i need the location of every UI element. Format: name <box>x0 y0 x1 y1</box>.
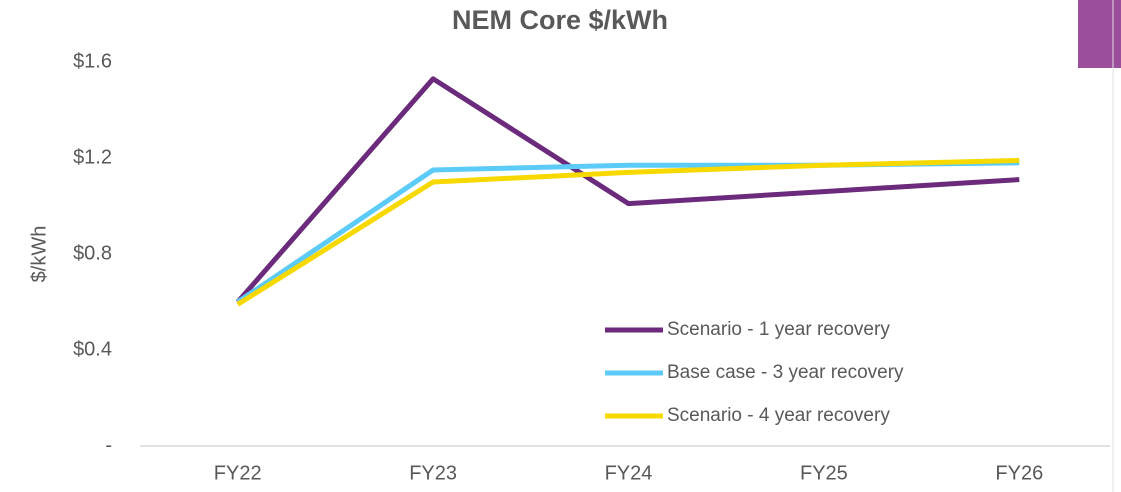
legend-label: Scenario - 1 year recovery <box>667 319 890 340</box>
x-tick-label: FY25 <box>800 462 848 484</box>
legend-label: Base case - 3 year recovery <box>667 362 904 383</box>
y-axis-label: $/kWh <box>28 226 50 283</box>
x-tick-label: FY26 <box>995 462 1043 484</box>
y-tick-label: $0.4 <box>73 338 112 360</box>
series-line <box>235 76 1020 304</box>
y-tick-label: $0.8 <box>73 242 112 264</box>
chart-title: NEM Core $/kWh <box>452 5 668 35</box>
corner-decoration <box>1078 0 1121 68</box>
y-tick-label: - <box>105 434 112 456</box>
x-tick-label: FY23 <box>409 462 457 484</box>
x-tick-label: FY24 <box>605 462 653 484</box>
legend-label: Scenario - 4 year recovery <box>667 405 890 426</box>
series-line <box>236 157 1020 307</box>
y-tick-label: $1.6 <box>73 50 112 72</box>
y-tick-label: $1.2 <box>73 146 112 168</box>
x-tick-label: FY22 <box>214 462 262 484</box>
